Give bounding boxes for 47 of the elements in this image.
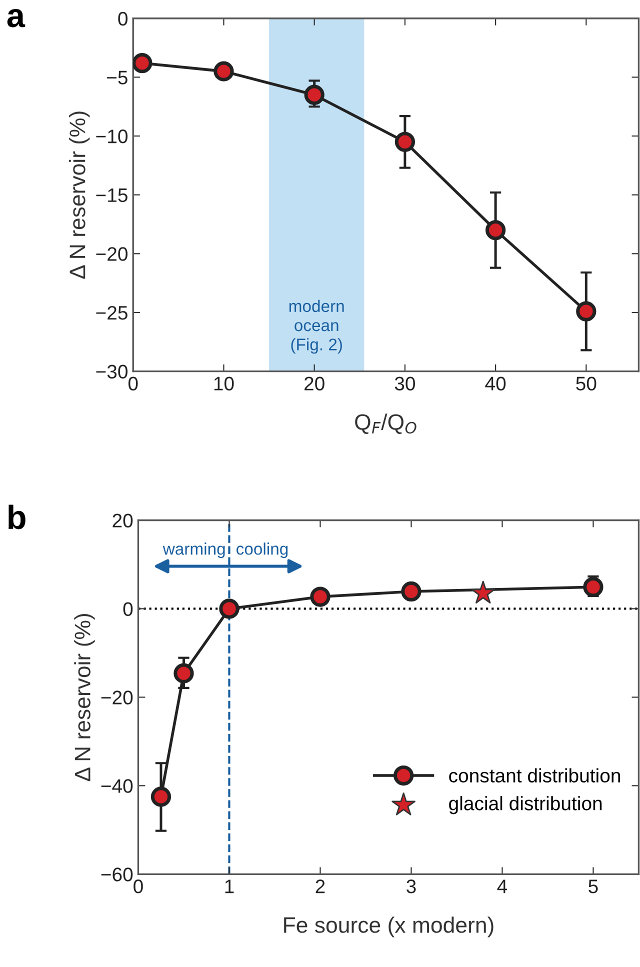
x-tick-label: 2	[316, 880, 325, 894]
legend-label: glacial distribution	[449, 796, 602, 814]
x-tick-label: 4	[497, 880, 508, 894]
point	[471, 580, 496, 604]
annotation: warming	[162, 542, 225, 558]
point	[150, 786, 172, 807]
point	[310, 586, 330, 607]
x-tick-label: 5	[588, 880, 598, 894]
annotation: cooling	[236, 542, 288, 558]
y-axis-title: Δ N reservoir (%)	[69, 112, 90, 279]
point	[583, 576, 604, 598]
y-tick-label: −10	[96, 129, 128, 144]
point	[394, 132, 416, 152]
x-tick-label: 20	[304, 376, 324, 390]
x-tick-label: 50	[576, 376, 596, 390]
legend-label: constant distribution	[449, 768, 620, 783]
point	[133, 53, 152, 74]
y-tick-label: −40	[101, 779, 133, 793]
x-tick-label: 10	[214, 376, 234, 390]
y-tick-label: −25	[96, 306, 128, 320]
point	[401, 581, 422, 602]
point	[485, 220, 506, 240]
point	[214, 61, 234, 82]
band-label: modern ocean (Fig. 2)	[289, 300, 344, 354]
x-tick-label: 30	[394, 376, 416, 390]
x-axis-title: Q$_{F}$/Q$_{O}$	[355, 414, 416, 434]
chart-title: b	[8, 504, 26, 530]
chart-title: a	[7, 9, 26, 28]
x-tick-label: 40	[485, 376, 506, 390]
x-tick-label: 0	[134, 880, 143, 894]
y-tick-label: −20	[96, 247, 128, 261]
y-tick-label: −15	[96, 188, 128, 202]
point	[576, 301, 596, 322]
y-tick-label: 0	[123, 602, 133, 616]
y-axis-title: Δ N reservoir (%)	[74, 614, 95, 782]
y-tick-label: −20	[101, 690, 133, 704]
y-tick-label: −30	[96, 364, 128, 379]
y-tick-label: −60	[101, 868, 133, 882]
point	[304, 84, 324, 105]
point	[174, 663, 194, 684]
x-tick-label: 1	[225, 880, 234, 894]
x-axis-title: Fe source (x modern)	[284, 916, 494, 938]
x-tick-label: 3	[406, 880, 416, 894]
point	[219, 598, 240, 619]
y-tick-label: −5	[107, 70, 128, 84]
y-tick-label: 0	[118, 12, 128, 26]
y-tick-label: 20	[112, 514, 133, 528]
